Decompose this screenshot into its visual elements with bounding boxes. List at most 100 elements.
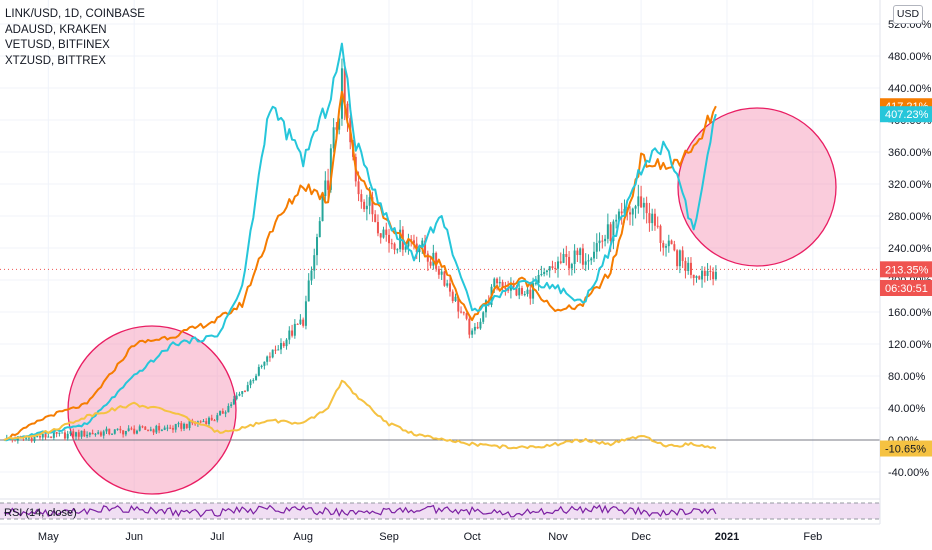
xtz-line	[3, 379, 717, 450]
candle-body	[230, 404, 233, 406]
candle-body	[280, 343, 282, 350]
candle-body	[562, 254, 565, 263]
candle-body	[232, 399, 235, 405]
time-tick-label: Feb	[803, 531, 822, 543]
time-tick-label: Jun	[125, 531, 143, 543]
candle-body	[111, 433, 114, 435]
candle-body	[202, 421, 205, 423]
price-badge: 06:30:51	[880, 280, 932, 296]
candle-body	[590, 258, 593, 261]
price-badge-text: 407.23%	[885, 109, 929, 121]
rsi-label[interactable]: RSI (14, close)	[4, 507, 77, 519]
legend-compare-ada[interactable]: ADAUSD, KRAKEN	[5, 23, 107, 36]
candle-body	[55, 431, 58, 434]
price-badge-bg	[880, 440, 932, 457]
time-tick-label: Dec	[631, 531, 651, 543]
candle-body	[124, 430, 127, 435]
candle-body	[141, 426, 144, 428]
candle-body	[266, 356, 269, 362]
candle-body	[374, 214, 377, 223]
candle-body	[385, 229, 388, 235]
candle-body	[629, 212, 632, 215]
candle-body	[570, 263, 573, 269]
candle-body	[689, 262, 692, 275]
legend-compare-vet[interactable]: VETUSD, BITFINEX	[5, 39, 110, 51]
highlight-circle-left	[67, 325, 237, 495]
candle-body	[346, 103, 349, 119]
candle-body	[116, 428, 119, 430]
candle-body	[135, 430, 138, 434]
price-tick-label: 360.00%	[888, 147, 932, 159]
time-tick-label: Oct	[464, 531, 481, 543]
candle-body	[642, 202, 645, 208]
candle-body	[659, 225, 662, 243]
candle-body	[102, 431, 105, 436]
candle-body	[363, 201, 366, 210]
candle-body	[637, 196, 640, 207]
candle-body	[288, 330, 291, 340]
candle-body	[277, 349, 280, 351]
candle-body	[388, 234, 391, 244]
price-tick-label: 280.00%	[888, 211, 932, 223]
candle-body	[454, 296, 457, 302]
legend-compare-xtz[interactable]: XTZUSD, BITTREX	[5, 54, 106, 67]
candle-body	[462, 312, 465, 314]
price-axis[interactable]: 520.00%480.00%440.00%400.00%360.00%320.0…	[879, 0, 932, 524]
candle-body	[482, 312, 485, 322]
candle-body	[532, 283, 535, 299]
candle-body	[185, 423, 188, 428]
candle-body	[75, 432, 78, 437]
candle-body	[357, 181, 360, 195]
candle-body	[252, 380, 255, 382]
candle-body	[501, 282, 504, 289]
candle-body	[714, 271, 717, 280]
candle-body	[371, 197, 374, 215]
currency-button[interactable]: USD	[893, 5, 923, 24]
price-badge-bg	[880, 280, 932, 296]
legend-main-symbol[interactable]: LINK/USD, 1D, COINBASE	[5, 8, 145, 20]
candle-body	[390, 243, 393, 245]
candle-body	[108, 428, 111, 435]
time-tick-label: Nov	[548, 531, 568, 543]
candle-body	[47, 436, 50, 438]
candle-body	[540, 274, 543, 276]
candle-body	[498, 282, 501, 284]
candle-body	[158, 425, 161, 431]
candle-body	[160, 429, 163, 431]
candle-body	[285, 339, 288, 347]
candle-body	[606, 224, 609, 239]
candle-body	[662, 242, 665, 248]
candle-body	[113, 429, 116, 434]
candle-body	[609, 224, 612, 242]
time-tick-label: 2021	[715, 531, 739, 543]
candle-body	[651, 213, 654, 224]
candle-body	[329, 148, 332, 190]
candle-body	[421, 240, 424, 249]
candle-body	[66, 433, 69, 439]
candle-body	[227, 405, 230, 413]
candle-body	[568, 256, 571, 269]
price-badge: -10.65%	[880, 440, 932, 457]
candle-body	[376, 222, 379, 234]
candle-body	[174, 423, 177, 430]
candle-body	[493, 278, 496, 287]
candle-body	[534, 283, 537, 285]
candle-body	[548, 266, 551, 271]
candle-body	[587, 260, 590, 262]
candle-body	[487, 300, 490, 305]
candle-body	[479, 321, 482, 329]
candle-body	[318, 221, 321, 238]
candle-body	[687, 262, 690, 271]
candle-body	[448, 283, 451, 292]
candle-body	[257, 367, 260, 376]
candle-body	[58, 432, 61, 434]
rsi-band	[0, 503, 880, 519]
candle-body	[526, 289, 529, 295]
candle-body	[712, 271, 715, 280]
time-axis[interactable]: May Jun Jul Aug Sep Oct Nov Dec 2021 Feb	[38, 531, 822, 543]
candle-body	[27, 437, 30, 439]
candle-body	[518, 288, 521, 296]
candle-body	[99, 432, 102, 436]
candle-body	[282, 343, 285, 347]
